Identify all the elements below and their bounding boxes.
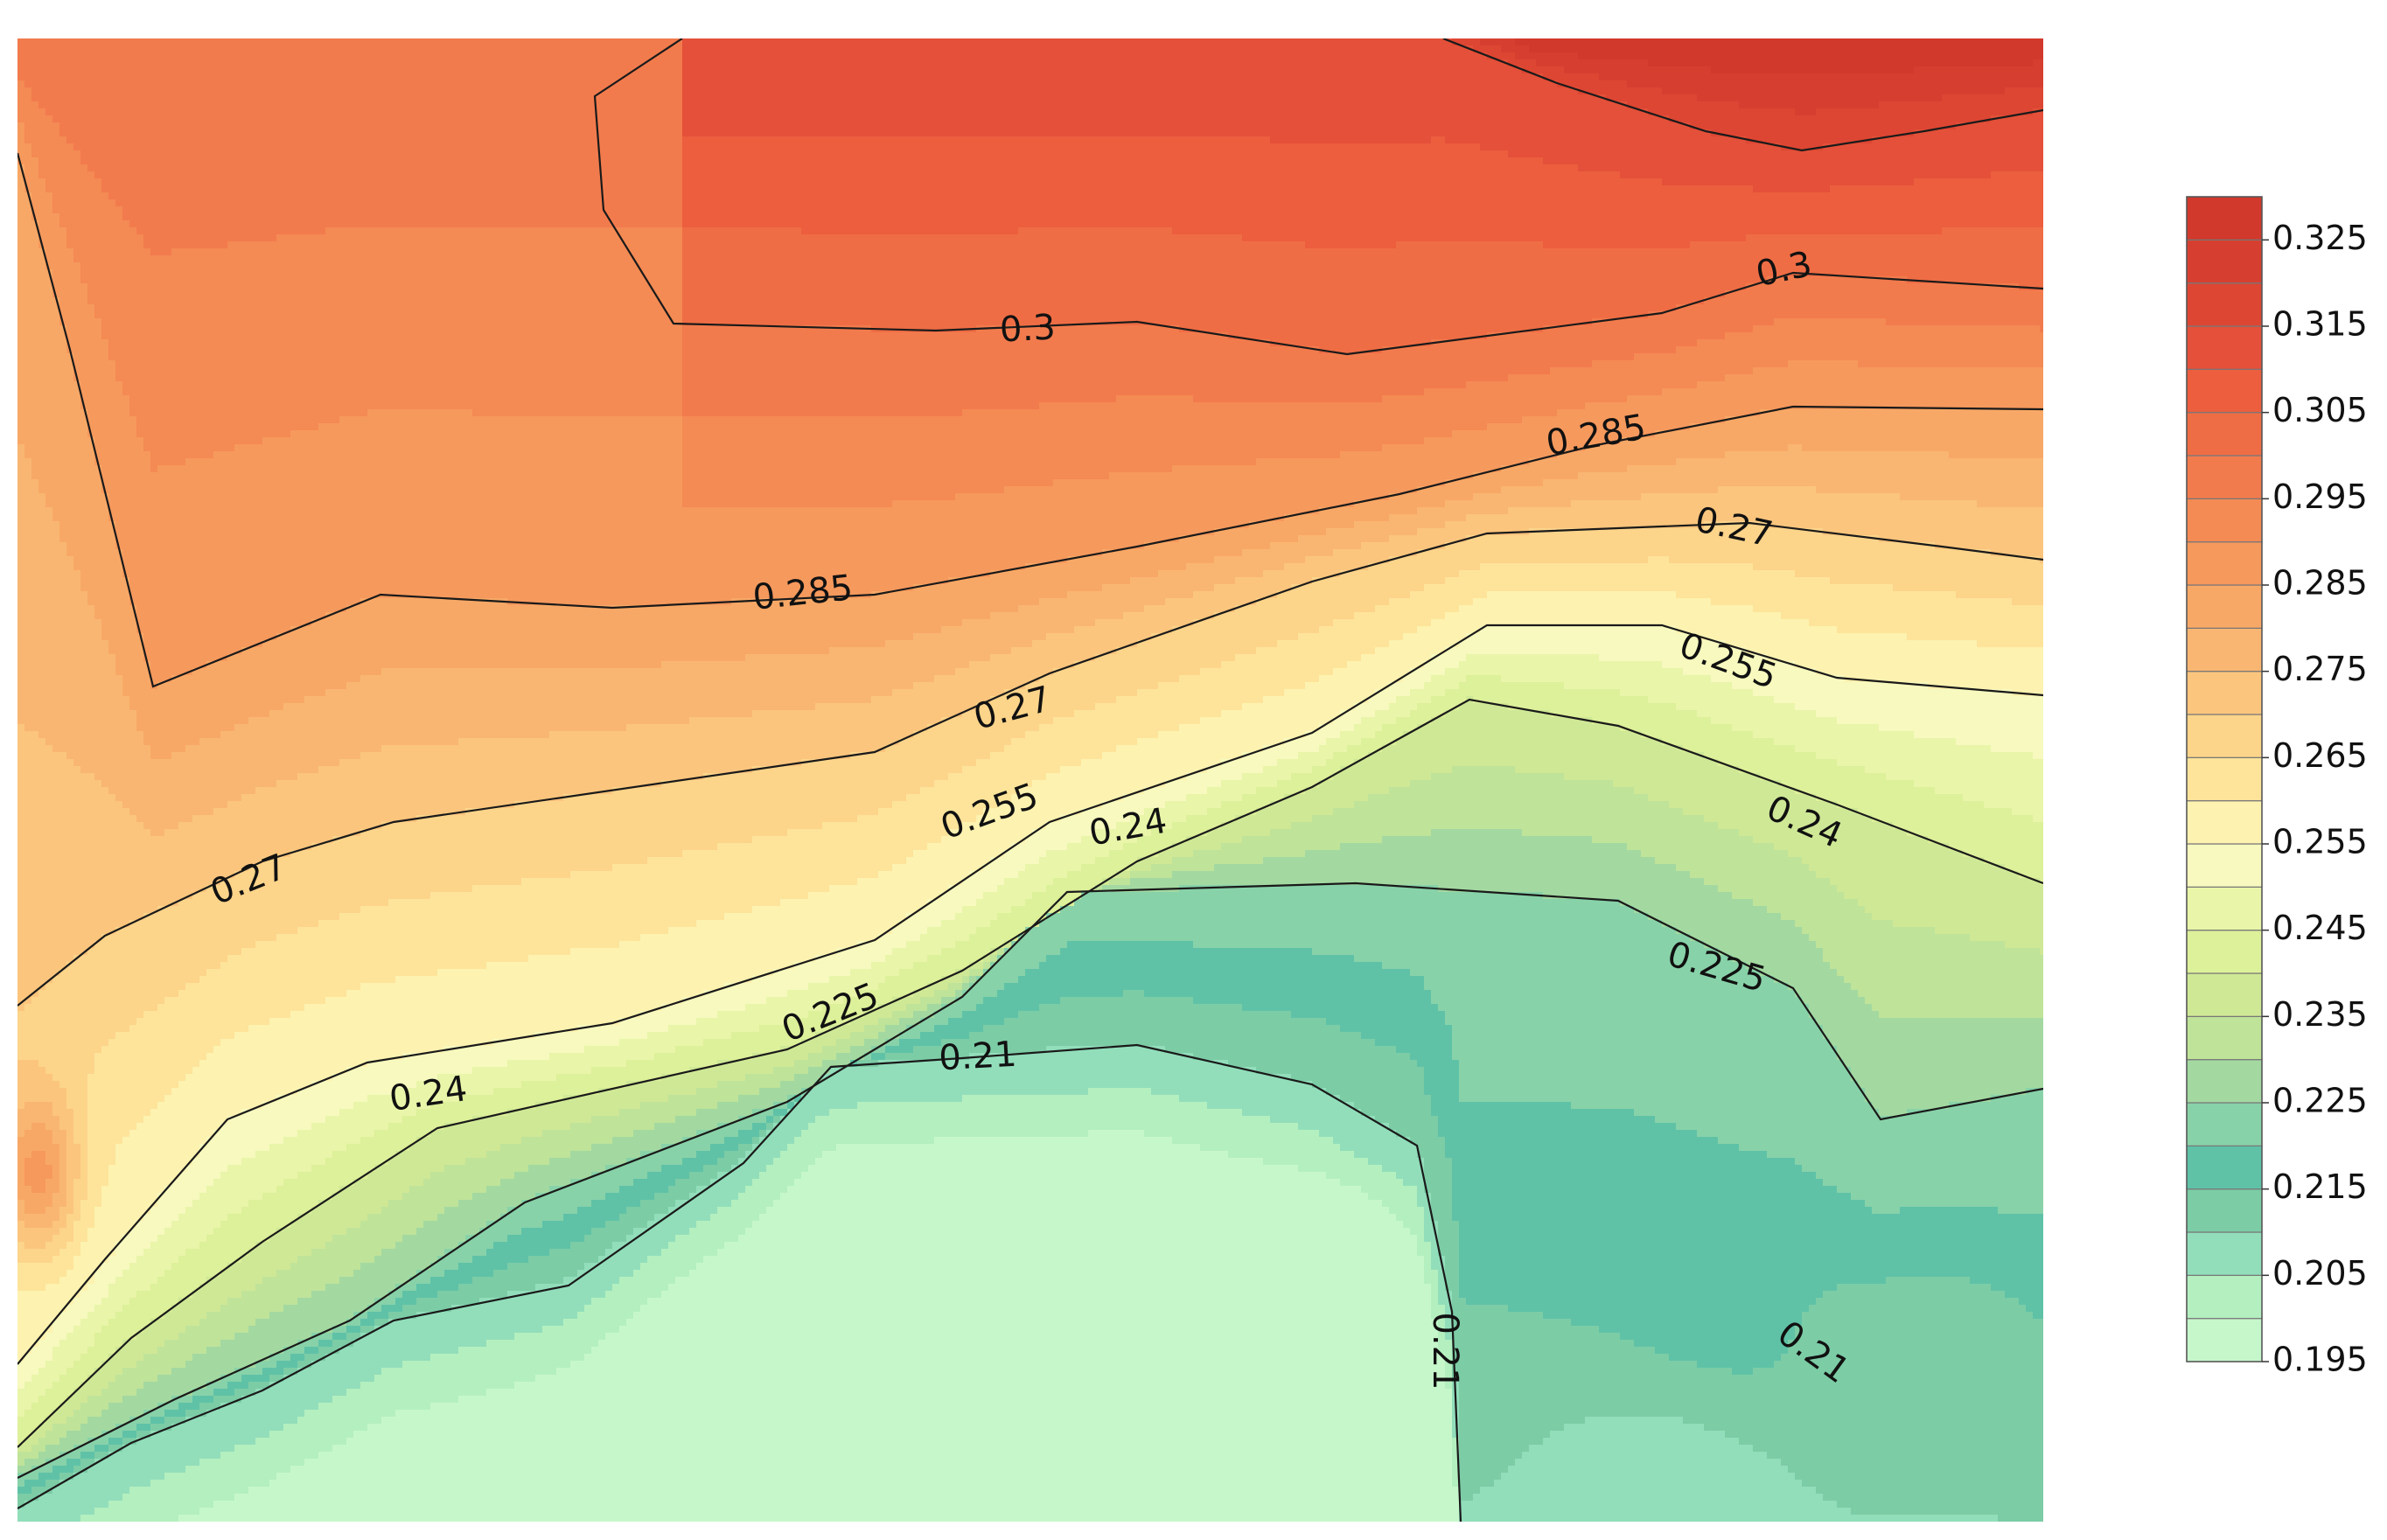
colorbar-tick-label: 0.305 [2272,391,2368,429]
colorbar-tick-label: 0.205 [2272,1254,2368,1293]
colorbar: 0.195 0.205 0.215 0.225 0.235 0.245 0.255 0.265… [2187,197,2368,1379]
colorbar-tick-label: 0.225 [2272,1082,2368,1120]
colorbar-swatch [2187,628,2262,671]
contour-label: 0.21 [1425,1312,1465,1390]
colorbar-swatch [2187,930,2262,973]
colorbar-swatch [2187,1060,2262,1103]
colorbar-swatch [2187,240,2262,282]
colorbar-tick-label: 0.315 [2272,305,2368,344]
colorbar-swatch [2187,456,2262,498]
colorbar-tick-label: 0.195 [2272,1341,2368,1379]
colorbar-swatch [2187,1275,2262,1318]
colorbar-tick-label: 0.295 [2272,477,2368,516]
colorbar-swatch [2187,585,2262,628]
colorbar-swatch [2187,498,2262,541]
plot-area: 0.30.30.2850.2850.270.270.270.2550.2550.… [17,38,2047,1522]
colorbar-swatch [2187,1016,2262,1059]
colorbar-swatch [2187,369,2262,412]
colorbar-tick-label: 0.265 [2272,736,2368,775]
colorbar-swatch [2187,326,2262,369]
colorbar-tick-label: 0.285 [2272,564,2368,603]
colorbar-tick-label: 0.245 [2272,909,2368,947]
colorbar-tick-label: 0.255 [2272,823,2368,861]
colorbar-ticks: 0.195 0.205 0.215 0.225 0.235 0.245 0.255 0.265… [2262,219,2368,1379]
colorbar-swatch [2187,757,2262,800]
colorbar-swatches [2187,197,2262,1362]
colorbar-swatch [2187,714,2262,757]
colorbar-swatch [2187,1189,2262,1232]
colorbar-swatch [2187,1232,2262,1275]
colorbar-swatch [2187,1103,2262,1146]
colorbar-swatch [2187,197,2262,240]
colorbar-swatch [2187,283,2262,326]
colorbar-tick-label: 0.325 [2272,219,2368,257]
colorbar-swatch [2187,1146,2262,1188]
colorbar-swatch [2187,542,2262,585]
colorbar-swatch [2187,801,2262,844]
colorbar-swatch [2187,887,2262,930]
colorbar-swatch [2187,973,2262,1016]
contour-label: 0.21 [938,1035,1017,1079]
colorbar-tick-label: 0.275 [2272,650,2368,688]
colorbar-tick-label: 0.215 [2272,1167,2368,1206]
colorbar-swatch [2187,1319,2262,1362]
colorbar-swatch [2187,672,2262,714]
colorbar-swatch [2187,413,2262,456]
colorbar-tick-label: 0.235 [2272,995,2368,1034]
colorbar-swatch [2187,844,2262,887]
contour-label: 0.3 [999,307,1057,350]
